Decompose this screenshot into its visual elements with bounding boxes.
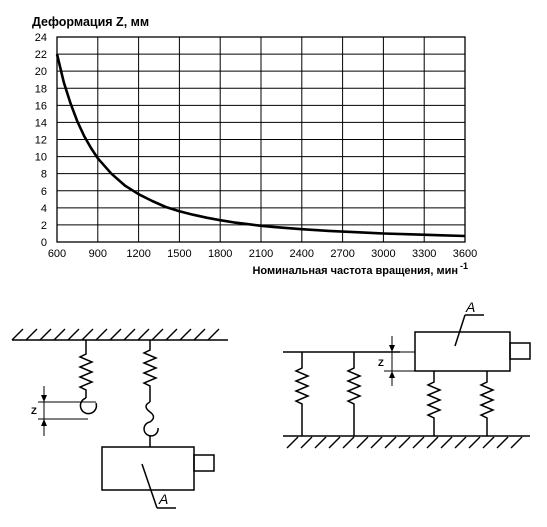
- x-tick-label: 2700: [330, 248, 354, 260]
- hatch-line: [468, 436, 481, 449]
- x-tick-label: 1800: [208, 248, 232, 260]
- motor-label-right: A: [465, 299, 475, 315]
- y-tick-label: 10: [35, 152, 47, 164]
- z-arrow-top: [389, 345, 395, 352]
- y-tick-label: 24: [35, 32, 47, 44]
- hook-left: [79, 397, 98, 415]
- x-axis-label: Номинальная частота вращения, мин: [252, 265, 458, 277]
- x-tick-label: 3000: [371, 248, 395, 260]
- hatch-line: [286, 436, 299, 449]
- motor-leader: [454, 314, 466, 347]
- hatch-line: [426, 436, 439, 449]
- x-tick-label: 1200: [126, 248, 150, 260]
- y-tick-label: 16: [35, 100, 47, 112]
- deformation-curve: [55, 53, 466, 238]
- hatch-line: [328, 436, 341, 449]
- motor-body: [414, 331, 511, 372]
- hatch-line: [109, 328, 122, 341]
- hatch-line: [356, 436, 369, 449]
- y-tick-label: 8: [41, 169, 47, 181]
- x-tick-labels: 600 900 1200 1500 1800 2100 2400 2700 3000 3300 36…: [48, 248, 477, 260]
- hatch-line: [151, 328, 164, 341]
- x-tick-label: 2400: [290, 248, 314, 260]
- hatch-line: [314, 436, 327, 449]
- z-arrow-bottom: [389, 371, 395, 378]
- spring-left: [78, 340, 94, 398]
- hatch-line: [137, 328, 150, 341]
- hatch-line: [179, 328, 192, 341]
- motor-shaft: [509, 342, 531, 360]
- spring-plate-1: [294, 352, 310, 436]
- floor-hatching: [286, 436, 523, 449]
- plot-frame: [56, 36, 466, 243]
- spring-right: [142, 340, 158, 402]
- hatch-line: [53, 328, 66, 341]
- y-tick-label: 6: [41, 186, 47, 198]
- x-tick-label: 1500: [167, 248, 191, 260]
- y-tick-label: 0: [41, 237, 47, 249]
- x-tick-label: 900: [89, 248, 107, 260]
- hatch-line: [398, 436, 411, 449]
- y-tick-label: 18: [35, 83, 47, 95]
- hatch-line: [123, 328, 136, 341]
- z-arrow-top: [41, 395, 47, 402]
- hook-right: [143, 421, 159, 437]
- x-axis-label-exponent: -1: [460, 261, 468, 271]
- y-tick-label: 12: [35, 135, 47, 147]
- hatch-line: [95, 328, 108, 341]
- hatch-line: [370, 436, 383, 449]
- hatch-line: [510, 436, 523, 449]
- spring-right-wire: [145, 401, 155, 423]
- spring-motor-2: [479, 371, 495, 436]
- chart-grid: [57, 37, 465, 242]
- hatch-line: [165, 328, 178, 341]
- x-tick-label: 2100: [249, 248, 273, 260]
- x-tick-label: 3300: [412, 248, 436, 260]
- z-label-right: Z: [378, 358, 384, 369]
- hatch-line: [25, 328, 38, 341]
- y-tick-label: 22: [35, 49, 47, 61]
- y-tick-label: 20: [35, 66, 47, 78]
- suspended-motor-diagram: [11, 328, 228, 509]
- z-label-left: Z: [31, 406, 37, 417]
- hatch-line: [412, 436, 425, 449]
- motor-shaft: [193, 454, 215, 472]
- y-tick-label: 4: [41, 203, 47, 215]
- hatch-line: [454, 436, 467, 449]
- hatch-line: [496, 436, 509, 449]
- spring-plate-2: [346, 352, 362, 436]
- hatch-line: [300, 436, 313, 449]
- hatch-line: [67, 328, 80, 341]
- motor-leader: [141, 463, 158, 509]
- hatch-line: [39, 328, 52, 341]
- hatch-line: [207, 328, 220, 341]
- y-tick-label: 2: [41, 220, 47, 232]
- hatch-line: [81, 328, 94, 341]
- spring-motor-1: [426, 371, 442, 436]
- ceiling-hatching: [11, 328, 220, 341]
- hatch-line: [384, 436, 397, 449]
- hatch-line: [193, 328, 206, 341]
- floor-mounted-motor-diagram: [283, 314, 531, 449]
- hatch-line: [11, 328, 24, 341]
- motor-label-left: A: [158, 491, 168, 507]
- z-arrow-bottom: [41, 419, 47, 426]
- chart-title: Деформация Z, мм: [32, 15, 149, 29]
- hatch-line: [342, 436, 355, 449]
- x-tick-label: 3600: [453, 248, 477, 260]
- x-tick-label: 600: [48, 248, 66, 260]
- hatch-line: [482, 436, 495, 449]
- hatch-line: [440, 436, 453, 449]
- y-tick-label: 14: [35, 117, 47, 129]
